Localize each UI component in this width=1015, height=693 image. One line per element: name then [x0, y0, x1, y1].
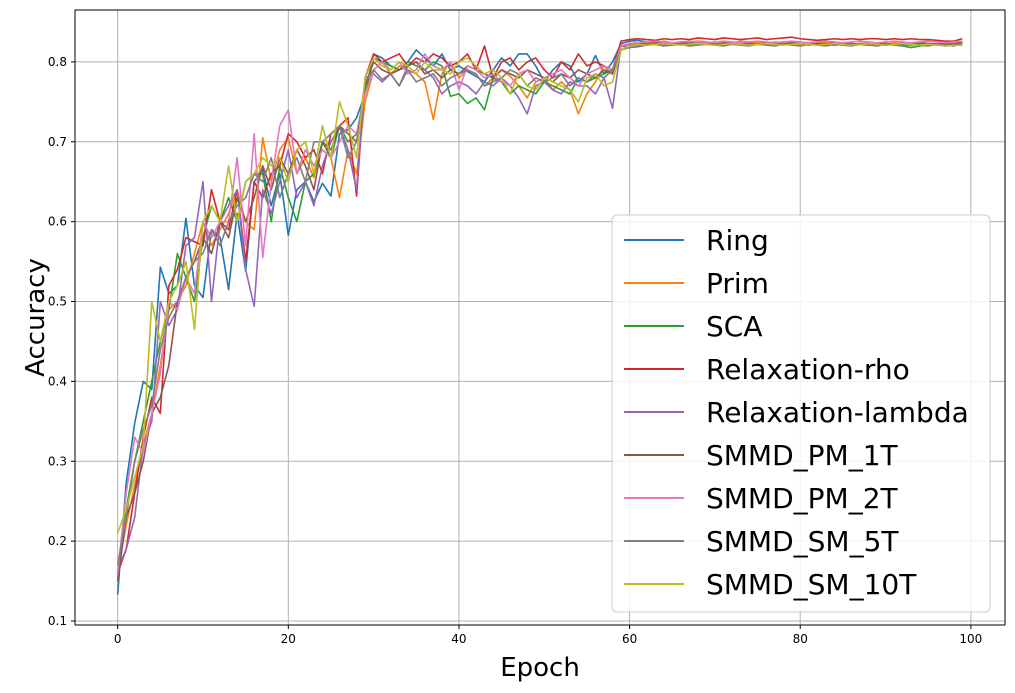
y-tick-label: 0.8 — [48, 55, 67, 69]
x-tick-label: 20 — [281, 632, 296, 646]
legend-label: SCA — [706, 310, 762, 343]
legend: Ring Prim SCA Relaxation-rho Relaxation-lamb… — [611, 214, 991, 613]
legend-label: Ring — [706, 224, 769, 257]
x-tick-label: 80 — [793, 632, 808, 646]
legend-label: SMMD_SM_5T — [706, 525, 899, 558]
series-layer — [116, 36, 963, 595]
legend-box — [611, 214, 991, 613]
legend-label: Relaxation-rho — [706, 353, 910, 386]
plot-frame — [74, 9, 1006, 626]
x-axis-ticks: 0 20 40 60 80 100 — [114, 625, 982, 646]
x-axis-title: Epoch — [500, 653, 580, 683]
legend-label: Prim — [706, 267, 769, 300]
legend-label: Relaxation-lambda — [706, 396, 969, 429]
y-tick-label: 0.7 — [48, 135, 67, 149]
y-tick-label: 0.2 — [48, 534, 67, 548]
y-tick-label: 0.1 — [48, 614, 67, 628]
series-line-smmd-sm-10t — [116, 42, 963, 534]
y-tick-label: 0.6 — [48, 215, 67, 229]
y-tick-label: 0.5 — [48, 295, 67, 309]
y-tick-label: 0.4 — [48, 374, 67, 388]
y-tick-label: 0.3 — [48, 454, 67, 468]
y-axis-ticks: 0.1 0.2 0.3 0.4 0.5 0.6 0.7 0.8 — [48, 55, 75, 628]
x-tick-label: 0 — [114, 632, 122, 646]
legend-label: SMMD_PM_2T — [706, 482, 899, 515]
legend-label: SMMD_SM_10T — [706, 568, 917, 601]
y-axis-title: Accuracy — [21, 258, 51, 377]
x-tick-label: 60 — [622, 632, 637, 646]
x-tick-label: 40 — [451, 632, 466, 646]
legend-label: SMMD_PM_1T — [706, 439, 899, 472]
x-tick-label: 100 — [959, 632, 982, 646]
